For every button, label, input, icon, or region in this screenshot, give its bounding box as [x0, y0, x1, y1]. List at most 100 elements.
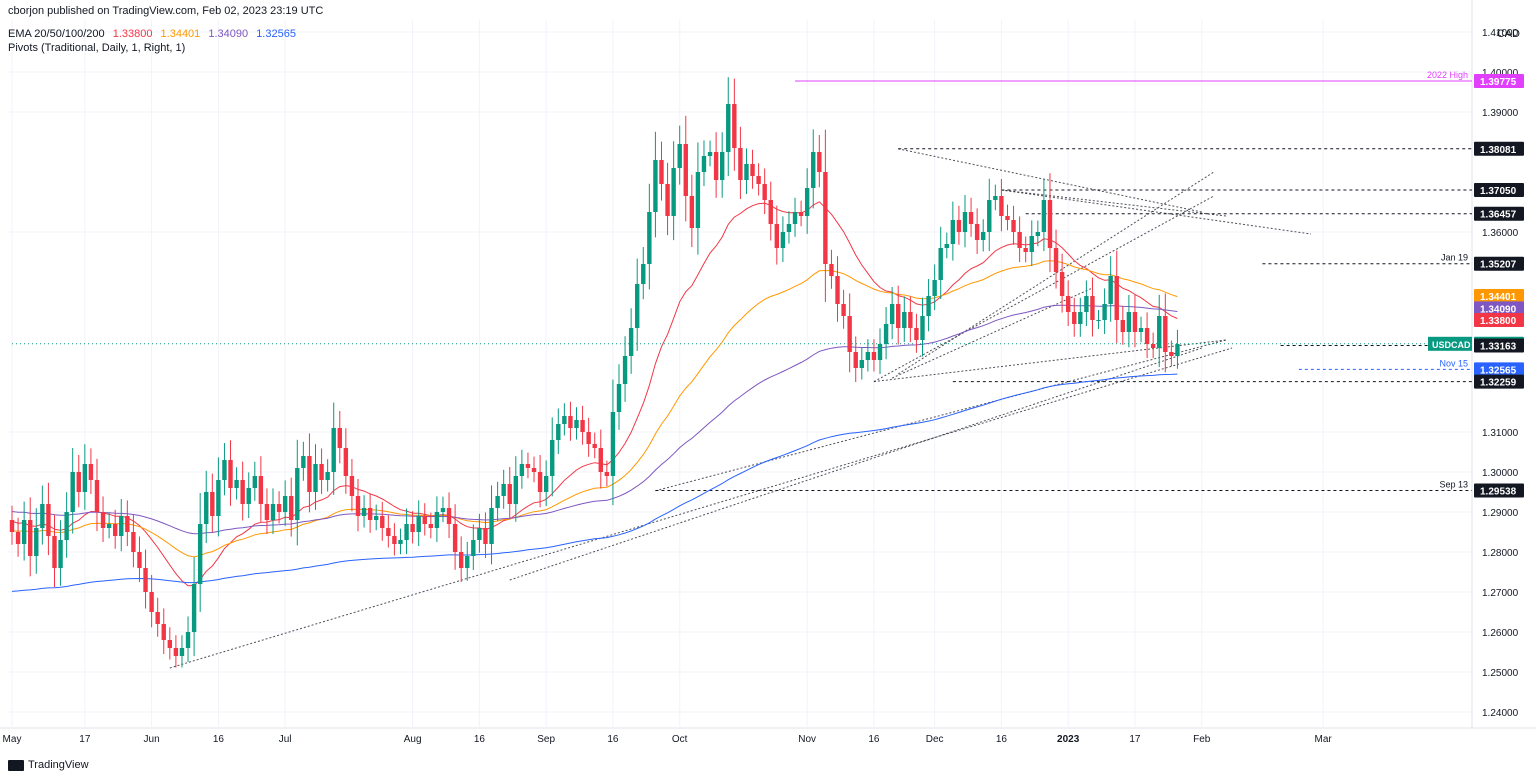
candle-body	[665, 184, 670, 216]
candle-body	[361, 508, 367, 516]
candle-body	[798, 212, 804, 216]
candle-body	[598, 448, 603, 472]
candle-body	[550, 440, 555, 476]
candle-body	[531, 468, 537, 472]
price-tag-label: 1.39775	[1480, 77, 1517, 88]
candle-body	[1005, 216, 1010, 220]
candle-body	[574, 420, 579, 428]
candle-body	[404, 524, 409, 540]
pivots-legend[interactable]: Pivots (Traditional, Daily, 1, Right, 1)	[8, 42, 186, 54]
price-tag	[1474, 483, 1524, 498]
candle-body	[1120, 320, 1126, 332]
candle-body	[416, 516, 421, 532]
candle-body	[422, 516, 427, 524]
candle-body	[398, 540, 403, 544]
ema20-value: 1.33800	[112, 28, 153, 40]
level-note: Sep 13	[1439, 479, 1468, 489]
candle-body	[1029, 236, 1034, 252]
candle-body	[465, 556, 470, 568]
candle-body	[853, 352, 858, 368]
y-tick-label: 1.29000	[1482, 508, 1519, 519]
x-tick-label: Mar	[1315, 734, 1333, 745]
price-tag-label: 1.29538	[1480, 486, 1517, 497]
candle-body	[367, 508, 373, 520]
price-tag	[1474, 313, 1524, 327]
level-note: Nov 15	[1439, 358, 1468, 368]
y-tick-label: 1.25000	[1482, 668, 1519, 679]
price-tag-label: 1.38081	[1480, 145, 1517, 156]
candle-body	[847, 316, 852, 352]
candle-body	[865, 352, 871, 360]
candle-body	[228, 460, 233, 488]
price-tag-label: 1.32259	[1480, 378, 1517, 389]
candle-body	[246, 488, 251, 504]
trend-line	[873, 339, 1227, 383]
footer: TradingView	[8, 759, 89, 771]
ema-line-100	[11, 304, 1178, 535]
candle-body	[993, 196, 998, 200]
price-tag-label: 1.33163	[1480, 341, 1517, 352]
candle-body	[149, 592, 154, 612]
candle-body	[495, 496, 500, 508]
candle-body	[1078, 312, 1083, 324]
candle-body	[1108, 276, 1113, 304]
tradingview-logo-icon	[8, 759, 24, 771]
candle-body	[1096, 320, 1101, 321]
candle-body	[513, 476, 519, 504]
time-axis: May 17 Jun 16 Jul Aug 16 Sep 16 Oct Nov 16 Dec 16 2023…	[3, 734, 1333, 745]
candle-body	[762, 184, 767, 200]
x-tick-label: Aug	[404, 734, 422, 745]
candle-body	[1157, 316, 1162, 348]
candle-body	[859, 360, 864, 368]
candle-body	[1114, 276, 1119, 320]
x-tick-label: Sep	[537, 734, 555, 745]
ema-line-200	[11, 373, 1178, 592]
candle-body	[525, 464, 531, 468]
candle-body	[604, 472, 610, 476]
candle-body	[82, 464, 88, 492]
trend-line	[1001, 189, 1312, 235]
candle-body	[950, 220, 956, 244]
candle-body	[689, 196, 695, 228]
candle-body	[823, 172, 828, 264]
price-tag	[1474, 183, 1524, 197]
candle-body	[471, 540, 476, 556]
candle-body	[428, 524, 434, 528]
candle-body	[343, 448, 349, 476]
trend-line	[897, 171, 1215, 375]
candle-body	[1175, 344, 1180, 356]
candle-body	[1041, 200, 1047, 232]
candle-body	[307, 456, 312, 492]
candle-body	[622, 356, 628, 384]
candle-body	[556, 424, 561, 440]
candle-body	[155, 612, 160, 624]
candle-body	[410, 524, 415, 532]
price-tag	[1474, 141, 1524, 156]
candle-body	[659, 160, 664, 184]
candle-body	[337, 428, 342, 448]
trend-line	[509, 347, 1202, 581]
candle-body	[926, 296, 931, 316]
candle-body	[240, 480, 245, 504]
candle-body	[811, 152, 816, 188]
candle-body	[780, 232, 786, 248]
candle-body	[543, 476, 549, 492]
y-tick-label: 1.41000	[1482, 28, 1519, 39]
candle-body	[519, 464, 525, 476]
candle-body	[786, 224, 792, 232]
candle-body	[234, 480, 239, 488]
candle-body	[1084, 296, 1089, 312]
candle-body	[707, 152, 713, 156]
candle-body	[501, 484, 506, 496]
y-tick-label: 1.36000	[1482, 228, 1519, 239]
ema-legend[interactable]: EMA 20/50/100/200 1.33800 1.34401 1.3409…	[8, 28, 296, 40]
candle-body	[562, 416, 567, 424]
price-tag	[1474, 301, 1524, 316]
candle-body	[40, 504, 45, 528]
ema200-value: 1.32565	[256, 28, 296, 40]
candle-body	[938, 248, 943, 280]
candle-body	[131, 532, 136, 552]
candle-body	[507, 484, 512, 504]
candle-body	[568, 416, 573, 428]
